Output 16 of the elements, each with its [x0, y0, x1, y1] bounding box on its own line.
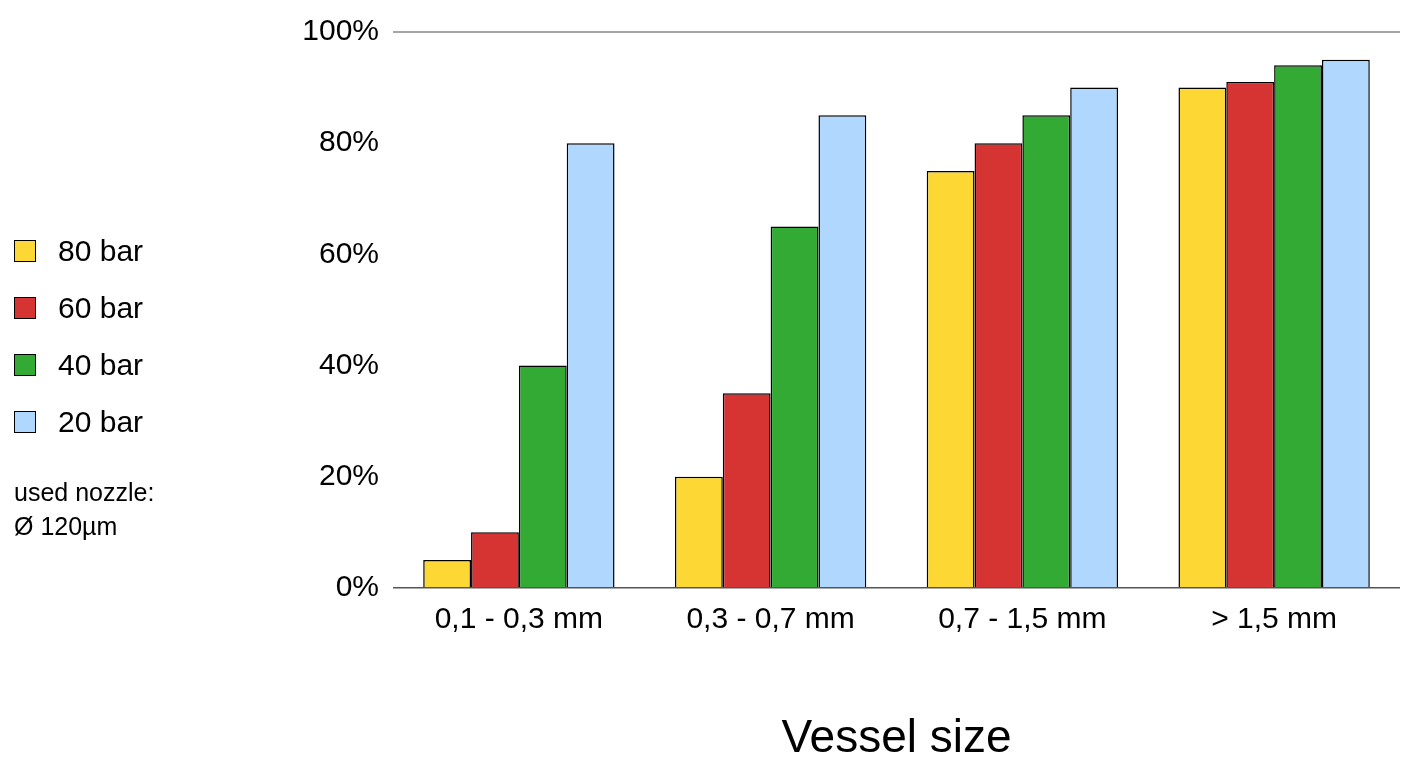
legend-label: 40 bar: [58, 347, 144, 382]
y-tick-label: 20%: [318, 457, 379, 491]
x-tick-label: > 1,5 mm: [1211, 601, 1338, 635]
y-tick-label: 80%: [318, 124, 379, 158]
y-tick-label: 100%: [302, 13, 379, 47]
x-tick-label: 0,7 - 1,5 mm: [938, 601, 1107, 635]
text: used nozzle: Ø 120µm: [14, 477, 155, 542]
x-tick-label: 0,3 - 0,7 mm: [686, 601, 855, 635]
y-tick-label: 60%: [318, 235, 379, 269]
x-axis-title: Vessel size: [781, 710, 1012, 763]
legend-label: 60 bar: [58, 290, 144, 325]
legend-label: 80 bar: [58, 233, 144, 268]
y-tick-label: 40%: [318, 346, 379, 380]
x-tick-label: 0,1 - 0,3 mm: [434, 601, 604, 635]
legend-label: 20 bar: [58, 404, 144, 439]
y-tick-label: 0%: [335, 569, 379, 603]
